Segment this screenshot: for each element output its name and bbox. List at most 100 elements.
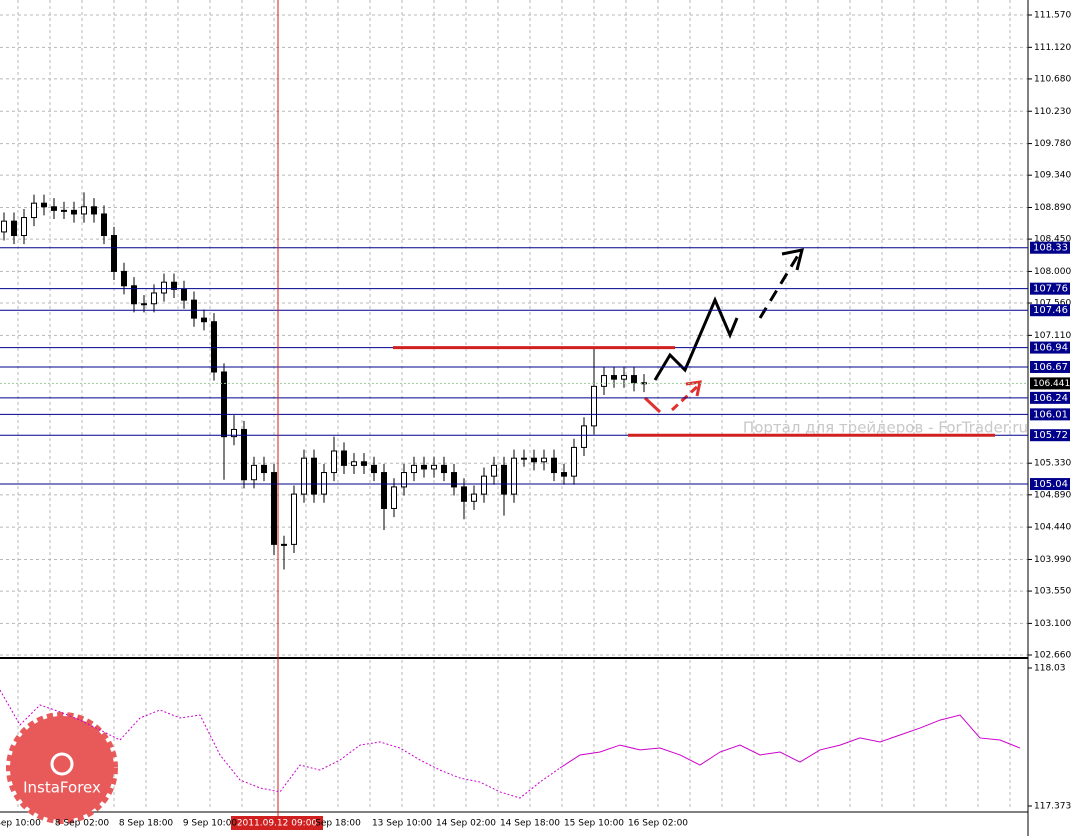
y-tick-label: 111.120	[1034, 43, 1071, 53]
candle-body	[471, 493, 477, 502]
level-label: 105.72	[1033, 430, 1068, 441]
candle-body	[81, 206, 87, 215]
candle-body	[531, 457, 537, 463]
logo: InstaForex	[6, 712, 118, 824]
candle-body	[561, 472, 567, 477]
y-tick-label: 109.340	[1034, 171, 1071, 181]
y-tick-label: 107.110	[1034, 331, 1071, 341]
candle-body	[581, 425, 587, 448]
candle-body	[221, 371, 227, 438]
candle-body	[201, 317, 207, 323]
level-box	[1030, 408, 1070, 421]
level-box	[1030, 341, 1070, 354]
level-box	[1030, 478, 1070, 491]
candle-body	[361, 461, 367, 466]
indicator-line	[0, 689, 561, 799]
candle-body	[611, 375, 617, 380]
candle-body	[421, 464, 427, 470]
logo-text: InstaForex	[23, 779, 101, 797]
candle-body	[431, 464, 437, 470]
candle-body	[301, 457, 307, 495]
indicator-line	[559, 714, 1021, 769]
candle-body	[381, 472, 387, 509]
level-box	[1030, 391, 1070, 404]
level-box	[1030, 360, 1070, 373]
y-tick-label: 103.990	[1034, 555, 1071, 565]
x-tick-label: Sep 10:00	[0, 819, 41, 829]
candle-body	[61, 209, 67, 212]
level-box	[1030, 241, 1070, 254]
candle-body	[481, 475, 487, 495]
watermark: Портал для трейдеров - ForTrader.ru	[743, 419, 1028, 437]
candle-body	[441, 464, 447, 474]
y-tick-label: 117.373	[1034, 802, 1071, 812]
x-tick-label: 8 Sep 18:00	[119, 819, 174, 829]
candle-body	[211, 321, 217, 373]
candle-body	[521, 457, 527, 460]
candle-body	[491, 464, 497, 477]
candle-body	[311, 457, 317, 495]
candle-body	[71, 209, 77, 215]
candle-body	[171, 281, 177, 290]
plot	[1, 192, 647, 570]
y-tick-label: 104.890	[1034, 490, 1071, 500]
candle-body	[591, 385, 597, 427]
level-box	[1030, 282, 1070, 295]
candle-body	[321, 472, 327, 495]
y-tick-label: 105.330	[1034, 459, 1071, 469]
candle-body	[231, 428, 237, 438]
x-tick-label: 16 Sep 02:00	[628, 819, 688, 829]
candle-body	[291, 493, 297, 545]
candle-body	[151, 292, 157, 305]
candle-body	[271, 472, 277, 545]
candle-body	[31, 202, 37, 219]
candle-body	[1, 220, 7, 233]
candle-body	[141, 303, 147, 306]
crosshair-box	[231, 816, 323, 830]
candle-body	[181, 288, 187, 301]
candle-body	[391, 486, 397, 509]
candle-body	[251, 464, 257, 481]
candle-body	[51, 206, 57, 211]
candle-body	[571, 446, 577, 477]
candle-body	[451, 472, 457, 488]
current-price-box	[1030, 377, 1070, 390]
y-tick-label: 118.03	[1034, 664, 1066, 674]
level-label: 106.24	[1033, 393, 1068, 404]
y-tick-label: 103.100	[1034, 619, 1071, 629]
level-box	[1030, 304, 1070, 317]
x-tick-label: 14 Sep 02:00	[436, 819, 496, 829]
candle-body	[161, 281, 167, 294]
y-tick-label: 103.550	[1034, 587, 1071, 597]
y-tick-label: 107.560	[1034, 299, 1071, 309]
level-label: 106.01	[1033, 409, 1068, 420]
y-tick-label: 108.890	[1034, 203, 1071, 213]
crosshair-label: 2011.09.12 09:00	[237, 819, 318, 829]
y-tick-label: 110.230	[1034, 107, 1071, 117]
candle-body	[401, 472, 407, 488]
y-tick-label: 102.660	[1034, 651, 1071, 661]
candle-body	[351, 461, 357, 466]
candle-body	[41, 202, 47, 208]
candle-body	[601, 375, 607, 387]
candle-body	[631, 375, 637, 384]
x-tick-label: 15 Sep 10:00	[564, 819, 624, 829]
candle-body	[11, 220, 17, 237]
candle-body	[111, 235, 117, 272]
candle-body	[341, 450, 347, 466]
x-tick-label: 13 Sep 10:00	[372, 819, 432, 829]
candle-body	[461, 486, 467, 502]
y-tick-label: 109.780	[1034, 139, 1071, 149]
x-tick-label: 14 Sep 18:00	[500, 819, 560, 829]
candle-body	[241, 428, 247, 481]
y-tick-label: 111.570	[1034, 11, 1071, 21]
forecast-arrows	[643, 248, 805, 414]
x-tick-label: 9 Sep 10:00	[183, 819, 238, 829]
candle-body	[131, 285, 137, 305]
grid	[0, 0, 1028, 810]
candle-body	[331, 450, 337, 474]
level-box	[1030, 429, 1070, 442]
y-tick-label: 104.440	[1034, 523, 1071, 533]
level-label: 108.33	[1033, 243, 1068, 254]
